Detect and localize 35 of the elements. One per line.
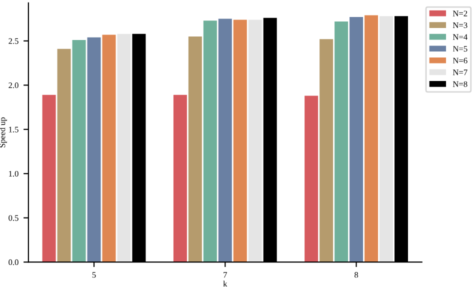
y-tick-label: 2.0	[8, 82, 18, 88]
bar	[57, 48, 71, 262]
bar	[304, 96, 318, 262]
bar	[350, 17, 364, 262]
bar	[233, 20, 247, 262]
bar	[188, 36, 202, 262]
y-tick-label: 0.5	[8, 215, 18, 221]
y-tick-label: 1.0	[9, 170, 18, 177]
x-tick-label: 7	[224, 272, 227, 278]
bar	[218, 18, 232, 262]
bar	[117, 34, 131, 262]
bar	[42, 94, 56, 262]
legend-label: N=4	[452, 34, 468, 40]
legend-label: N=6	[452, 58, 468, 64]
bar	[102, 34, 116, 262]
bar	[203, 20, 217, 262]
bar	[87, 37, 101, 262]
x-axis-title: k	[223, 280, 228, 287]
legend-label: N=2	[452, 10, 468, 16]
legend-label: N=7	[452, 70, 468, 76]
x-tick-label: 8	[354, 272, 358, 278]
bar	[72, 40, 86, 262]
y-tick-label: 2.5	[8, 38, 18, 44]
bar	[248, 20, 262, 262]
legend-label: N=3	[452, 22, 468, 28]
bar	[320, 39, 334, 262]
legend-label: N=8	[452, 81, 468, 87]
y-tick-label: 0.0	[8, 259, 18, 266]
bar	[334, 21, 348, 262]
bar	[173, 94, 187, 262]
legend-label: N=5	[452, 46, 468, 52]
bar	[380, 16, 394, 262]
y-tick-label: 1.5	[9, 126, 18, 132]
bar	[364, 15, 378, 262]
x-tick-label: 5	[92, 272, 96, 278]
